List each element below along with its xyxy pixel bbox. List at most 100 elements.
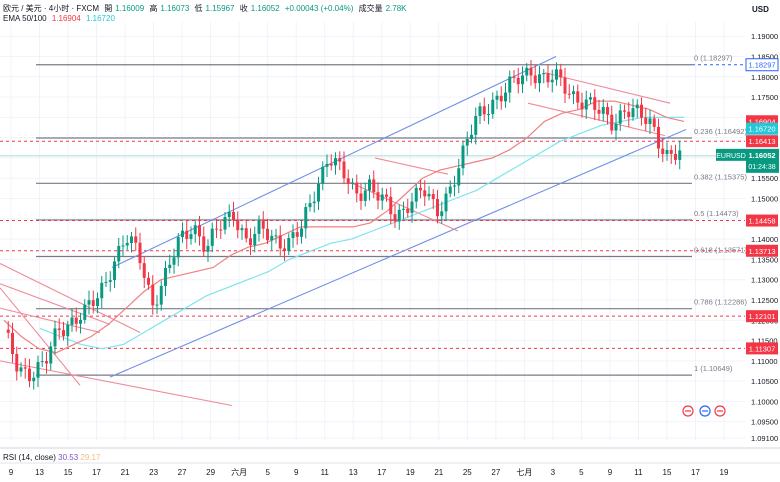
candle-body <box>495 95 499 100</box>
fib-label: 0.382 (1.15375) <box>694 172 747 181</box>
fib-label: 0.618 (1.13571) <box>694 246 747 255</box>
y-tick-label: 1.15000 <box>751 195 778 204</box>
candle-body <box>45 361 48 364</box>
candle-body <box>240 228 244 231</box>
candle-body <box>448 186 452 194</box>
candle-body <box>308 203 312 208</box>
candle-body <box>580 102 584 110</box>
candle-body <box>410 201 414 213</box>
candle-body <box>74 317 78 324</box>
candle-body <box>397 209 401 222</box>
candle-body <box>516 77 520 85</box>
candle-body <box>159 285 163 305</box>
candle-body <box>215 228 218 230</box>
channel-lower-line <box>109 129 687 378</box>
candle-body <box>249 238 252 246</box>
candle-body <box>402 208 405 210</box>
rsi-value: 30.53 <box>58 453 79 462</box>
rsi-label: RSI (14, close) <box>3 453 56 462</box>
y-tick-label: 1.15500 <box>751 174 778 183</box>
volume-label: 成交量 <box>358 4 383 13</box>
rsi-ma-value: 29.17 <box>80 453 101 462</box>
candle-body <box>155 304 159 306</box>
y-tick-label: 1.18000 <box>751 73 778 82</box>
x-tick-label: 21 <box>434 468 443 477</box>
candle-body <box>606 107 609 115</box>
candle-body <box>652 118 656 127</box>
resistance-line <box>0 307 101 333</box>
rsi-legend[interactable]: RSI (14, close) 30.53 29.17 <box>3 453 100 462</box>
candle-body <box>597 109 601 114</box>
candle-body <box>482 106 486 115</box>
candle-body <box>130 236 133 243</box>
y-tick-label: 1.11000 <box>751 357 778 366</box>
candle-body <box>431 193 435 200</box>
candle-body <box>147 277 150 285</box>
fib-label: 0.5 (1.14473) <box>694 209 739 218</box>
candle-body <box>210 228 214 246</box>
candle-body <box>125 242 129 246</box>
ema-legend[interactable]: EMA 50/100 1.16904 1.16720 <box>3 14 118 23</box>
y-tick-label: 1.18500 <box>751 52 778 61</box>
candle-body <box>550 79 554 83</box>
y-tick-label: 1.12500 <box>751 296 778 305</box>
candle-body <box>338 158 342 162</box>
candle-body <box>614 123 618 131</box>
candle-body <box>661 148 665 155</box>
price-tag-label: 1.12101 <box>748 312 775 321</box>
y-tick-label: 1.10000 <box>751 397 778 406</box>
candle-body <box>499 95 503 102</box>
candle-body <box>168 264 172 269</box>
candle-body <box>172 257 176 265</box>
economic-event-flag-icon[interactable] <box>714 405 726 417</box>
economic-event-flag-icon[interactable] <box>682 405 694 417</box>
candle-body <box>601 107 605 114</box>
candle-body <box>274 235 278 237</box>
candle-body <box>363 190 367 201</box>
price-tag-label: 1.16720 <box>748 125 775 134</box>
candle-body <box>185 230 189 239</box>
high-label: 高 <box>149 4 158 13</box>
candle-body <box>444 193 448 212</box>
ema-slow-line <box>39 116 684 350</box>
candle-body <box>457 168 461 186</box>
fib-label: 0.786 (1.12286) <box>694 298 747 307</box>
x-tick-label: 27 <box>491 468 500 477</box>
candle-body <box>104 281 108 283</box>
candle-body <box>355 182 359 194</box>
economic-event-flag-icon[interactable] <box>699 405 711 417</box>
y-tick-label: 1.09100 <box>751 434 778 443</box>
candle-body <box>610 114 614 131</box>
close-label: 收 <box>239 4 248 13</box>
candle-body <box>79 319 82 324</box>
candle-body <box>227 211 231 218</box>
candle-body <box>678 150 682 160</box>
candle-body <box>6 329 10 333</box>
close-value: 1.16052 <box>250 4 280 13</box>
candle-body <box>589 97 592 100</box>
candle-body <box>669 150 673 154</box>
candle-body <box>325 163 329 167</box>
candle-body <box>576 91 580 103</box>
candle-body <box>470 134 473 139</box>
x-tick-label: 11 <box>321 468 330 477</box>
candle-body <box>321 166 325 184</box>
x-tick-label: 21 <box>121 468 130 477</box>
candle-body <box>478 106 482 116</box>
candle-body <box>453 185 456 187</box>
candle-body <box>219 229 223 231</box>
y-tick-label: 1.13500 <box>751 255 778 264</box>
candle-body <box>414 187 418 202</box>
y-tick-label: 1.14000 <box>751 235 778 244</box>
x-tick-label: 17 <box>691 468 700 477</box>
y-tick-label: 1.13000 <box>751 276 778 285</box>
flag-lower-line <box>527 102 666 137</box>
candle-body <box>142 263 146 278</box>
candle-body <box>487 114 490 116</box>
candle-body <box>304 207 308 229</box>
low-label: 低 <box>194 4 203 13</box>
price-tag-label: 1.16413 <box>748 137 775 146</box>
candle-body <box>465 138 469 146</box>
price-tag-label: 1.13713 <box>748 247 775 256</box>
